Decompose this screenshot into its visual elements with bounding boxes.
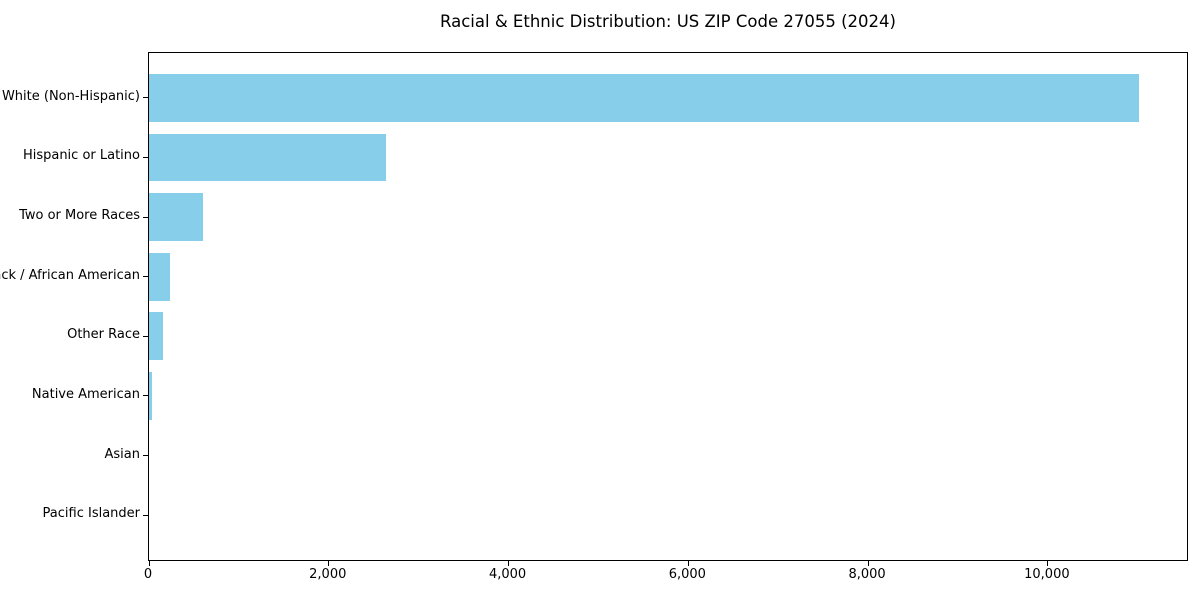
x-tick-label: 8,000 (848, 567, 886, 582)
plot-area (143, 52, 1188, 566)
x-tick-label: 10,000 (1024, 567, 1070, 582)
y-tick-label: Black / African American (0, 267, 140, 283)
bar-black-african-american (149, 252, 171, 301)
x-tick-mark (508, 561, 510, 566)
y-tick-label: Asian (104, 446, 140, 462)
x-tick-label: 6,000 (668, 567, 706, 582)
bar-other-race (149, 312, 163, 361)
y-tick-mark (143, 455, 148, 457)
y-tick-label: Hispanic or Latino (22, 148, 140, 164)
chart-title: Racial & Ethnic Distribution: US ZIP Cod… (440, 12, 896, 31)
y-tick-label: Other Race (67, 327, 140, 343)
y-tick-label: Pacific Islander (42, 506, 140, 522)
y-tick-mark (143, 276, 148, 278)
x-tick-label: 4,000 (488, 567, 527, 582)
bar-two-or-more-races (149, 193, 203, 241)
y-tick-mark (143, 216, 148, 218)
y-tick-mark (143, 156, 148, 158)
y-tick-mark (143, 335, 148, 337)
y-tick-label: Native American (31, 386, 140, 402)
y-tick-label: White (Non-Hispanic) (1, 88, 140, 104)
x-tick-mark (687, 561, 689, 566)
x-tick-mark (148, 561, 150, 566)
y-tick-label: Two or More Races (19, 208, 140, 224)
bar-native-american (149, 372, 153, 420)
y-tick-mark (143, 395, 148, 397)
x-tick-label: 2,000 (309, 567, 347, 582)
y-tick-mark (143, 514, 148, 516)
x-tick-label: 0 (143, 567, 153, 582)
x-tick-mark (328, 561, 330, 566)
x-tick-mark (1047, 561, 1049, 566)
bar-white-non-hispanic (149, 73, 1139, 122)
y-tick-mark (143, 97, 148, 99)
bar-hispanic-or-latino (149, 133, 387, 182)
x-tick-mark (867, 561, 869, 566)
